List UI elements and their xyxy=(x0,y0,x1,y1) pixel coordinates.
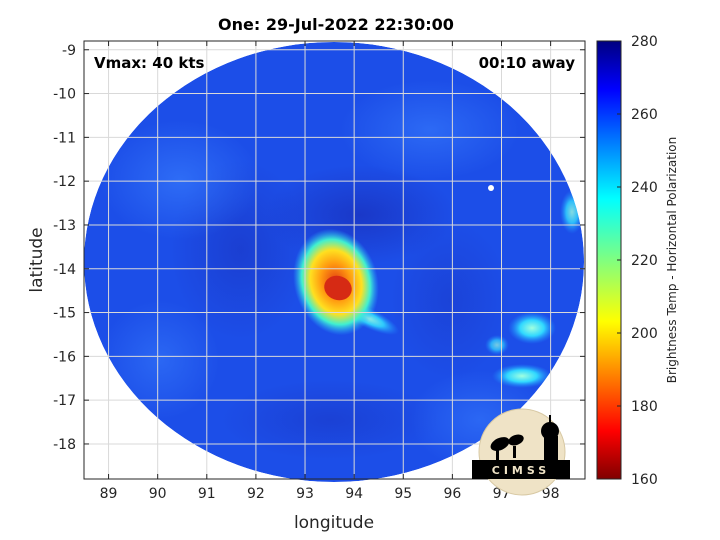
x-tick-label: 91 xyxy=(198,486,216,502)
x-tick-label: 90 xyxy=(149,486,167,502)
y-tick-label: -17 xyxy=(53,393,76,409)
y-tick-label: -11 xyxy=(53,130,76,146)
y-tick-label: -12 xyxy=(53,174,76,190)
y-tick-label: -13 xyxy=(53,218,76,234)
colorbar-tick-label: 220 xyxy=(631,253,658,269)
colorbar-ticks: 280 260 240 220 200 180 160 xyxy=(617,34,658,488)
x-tick-label: 89 xyxy=(100,486,118,502)
x-tick-label: 96 xyxy=(443,486,461,502)
colorbar-tick-label: 160 xyxy=(631,472,658,488)
x-tick-label: 94 xyxy=(345,486,363,502)
colorbar-tick-label: 200 xyxy=(631,326,658,342)
y-axis-label: latitude xyxy=(27,227,47,292)
x-axis-ticks: 89 90 91 92 93 94 95 96 97 98 xyxy=(100,41,560,502)
colorbar-tick-label: 240 xyxy=(631,180,658,196)
cimss-logo: CIMSS xyxy=(472,408,570,496)
colorbar-tick-label: 260 xyxy=(631,107,658,123)
y-tick-label: -10 xyxy=(53,87,76,103)
y-tick-label: -16 xyxy=(53,349,76,365)
colorbar-label: Brightness Temp - Horizontal Polarizatio… xyxy=(665,137,679,384)
y-tick-label: -18 xyxy=(53,437,76,453)
y-tick-label: -14 xyxy=(53,262,76,278)
x-tick-label: 92 xyxy=(247,486,265,502)
axes-frame xyxy=(83,40,586,480)
x-axis-label: longitude xyxy=(294,513,374,533)
y-tick-label: -15 xyxy=(53,306,76,322)
x-tick-label: 95 xyxy=(394,486,412,502)
colorbar-tick-label: 280 xyxy=(631,34,658,50)
x-tick-label: 98 xyxy=(542,486,560,502)
y-tick-label: -9 xyxy=(62,43,76,59)
chart-title: One: 29-Jul-2022 22:30:00 xyxy=(218,15,454,34)
x-tick-label: 93 xyxy=(296,486,314,502)
y-axis-ticks: -9 -10 -11 -12 -13 -14 -15 -16 -17 -18 xyxy=(53,43,585,453)
time-offset-annotation: 00:10 away xyxy=(479,54,576,72)
colorbar-tick-label: 180 xyxy=(631,399,658,415)
gridlines xyxy=(84,41,585,479)
vmax-annotation: Vmax: 40 kts xyxy=(94,54,204,72)
missing-data-speck xyxy=(488,185,494,191)
logo-text: CIMSS xyxy=(492,464,550,477)
